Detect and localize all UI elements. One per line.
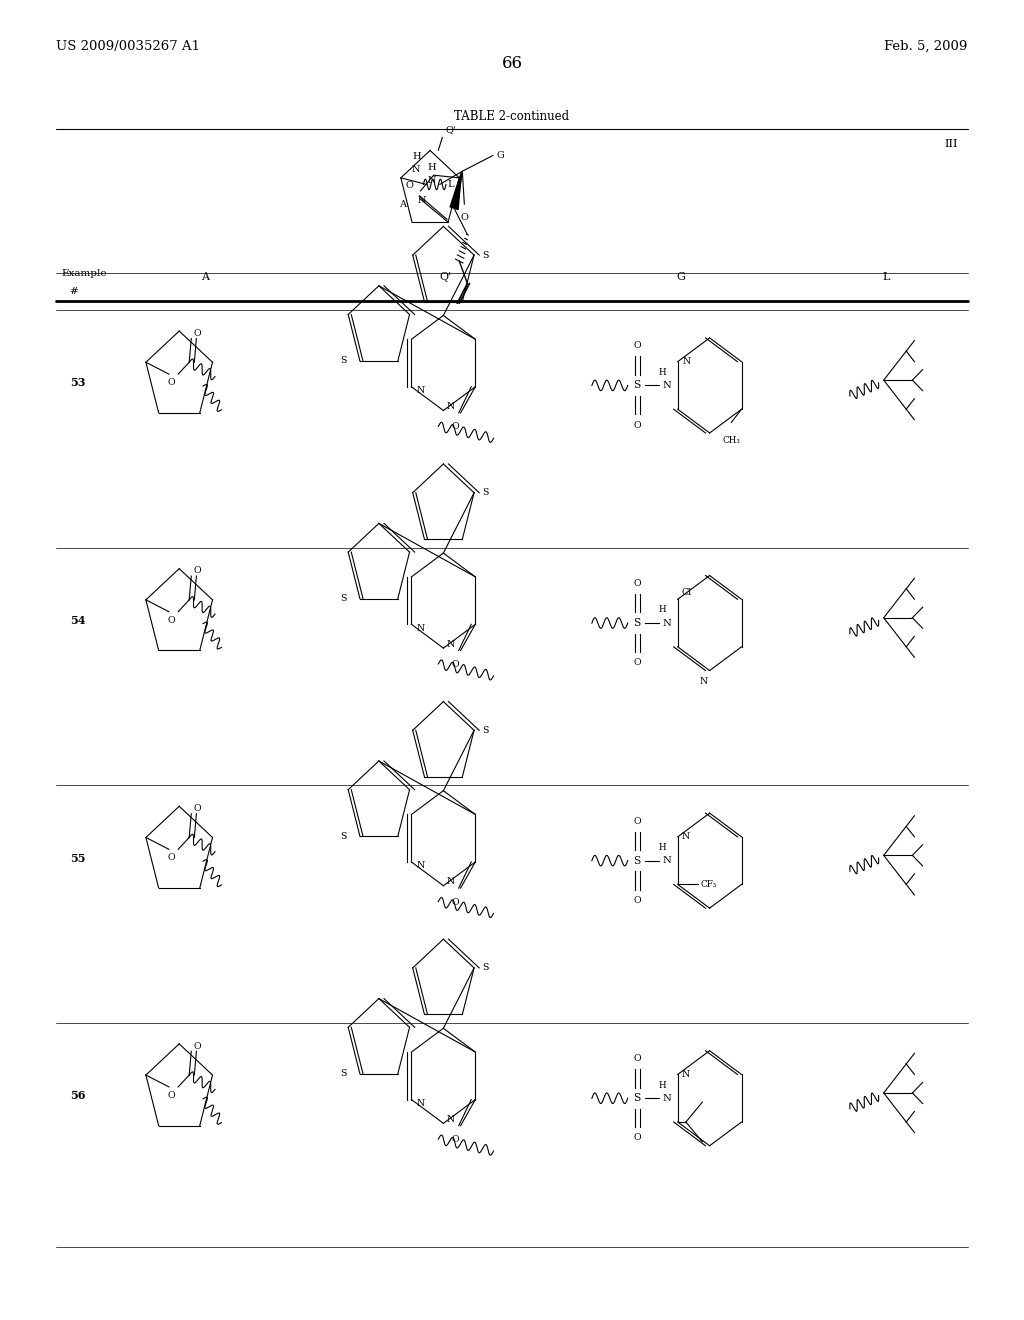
Text: S: S [340, 594, 347, 603]
Text: Feb. 5, 2009: Feb. 5, 2009 [885, 40, 968, 53]
Text: O: O [633, 342, 641, 350]
Text: N: N [663, 1094, 672, 1102]
Text: 56: 56 [70, 1090, 85, 1101]
Text: US 2009/0035267 A1: US 2009/0035267 A1 [56, 40, 201, 53]
Text: 53: 53 [70, 378, 85, 388]
Text: O: O [194, 566, 201, 576]
Text: S: S [482, 488, 488, 498]
Text: H: H [412, 152, 421, 161]
Text: H: H [658, 1081, 667, 1089]
Text: O: O [633, 579, 641, 587]
Text: O: O [194, 804, 201, 813]
Text: 54: 54 [70, 615, 85, 626]
Text: Example: Example [61, 269, 106, 277]
Text: N: N [682, 1071, 690, 1078]
Polygon shape [451, 173, 461, 210]
Text: N: N [663, 857, 672, 865]
Text: CF₃: CF₃ [700, 880, 717, 888]
Text: CH₃: CH₃ [722, 436, 740, 445]
Text: N: N [446, 1115, 455, 1123]
Text: S: S [633, 380, 641, 391]
Text: O: O [167, 378, 175, 387]
Text: O: O [452, 660, 459, 669]
Text: 66: 66 [502, 55, 522, 71]
Text: N: N [418, 197, 426, 205]
Text: N: N [417, 624, 425, 632]
Text: S: S [482, 726, 488, 735]
Text: Cl: Cl [682, 589, 692, 597]
Text: N: N [446, 640, 455, 648]
Text: S: S [340, 832, 347, 841]
Text: O: O [633, 1134, 641, 1142]
Text: N: N [446, 878, 455, 886]
Text: O: O [633, 421, 641, 429]
Text: H: H [658, 843, 667, 851]
Text: O: O [633, 1055, 641, 1063]
Text: S: S [340, 1069, 347, 1078]
Text: O: O [167, 615, 175, 624]
Text: O: O [461, 214, 468, 223]
Text: N: N [417, 862, 425, 870]
Text: H: H [427, 162, 436, 172]
Text: S: S [482, 964, 488, 973]
Text: O: O [167, 853, 175, 862]
Text: H: H [658, 368, 667, 376]
Text: O: O [194, 1041, 201, 1051]
Text: N: N [663, 381, 672, 389]
Text: O: O [633, 659, 641, 667]
Text: 55: 55 [70, 853, 85, 863]
Text: L: L [447, 180, 455, 189]
Text: O: O [452, 422, 459, 432]
Text: Q': Q' [445, 125, 456, 133]
Text: A: A [201, 272, 209, 282]
Text: Q': Q' [439, 272, 452, 282]
Text: S: S [633, 1093, 641, 1104]
Text: S: S [482, 251, 488, 260]
Text: H: H [658, 606, 667, 614]
Text: G: G [496, 150, 504, 160]
Text: O: O [633, 896, 641, 904]
Text: O: O [452, 1135, 459, 1144]
Text: N: N [683, 358, 691, 366]
Text: #: # [70, 288, 79, 296]
Text: O: O [633, 817, 641, 825]
Text: N: N [699, 677, 708, 685]
Text: O: O [194, 329, 201, 338]
Text: L: L [882, 272, 890, 282]
Text: O: O [167, 1090, 175, 1100]
Text: S: S [633, 618, 641, 628]
Text: S: S [633, 855, 641, 866]
Text: N: N [446, 403, 455, 411]
Text: O: O [406, 181, 413, 190]
Text: G: G [677, 272, 685, 282]
Text: N: N [412, 165, 421, 174]
Text: N: N [417, 387, 425, 395]
Text: N: N [417, 1100, 425, 1107]
Text: O: O [452, 898, 459, 907]
Text: III: III [944, 139, 957, 149]
Text: N: N [682, 833, 690, 841]
Text: S: S [340, 356, 347, 366]
Text: TABLE 2-continued: TABLE 2-continued [455, 110, 569, 123]
Text: N: N [663, 619, 672, 627]
Text: A: A [399, 199, 407, 209]
Text: N: N [427, 176, 436, 185]
